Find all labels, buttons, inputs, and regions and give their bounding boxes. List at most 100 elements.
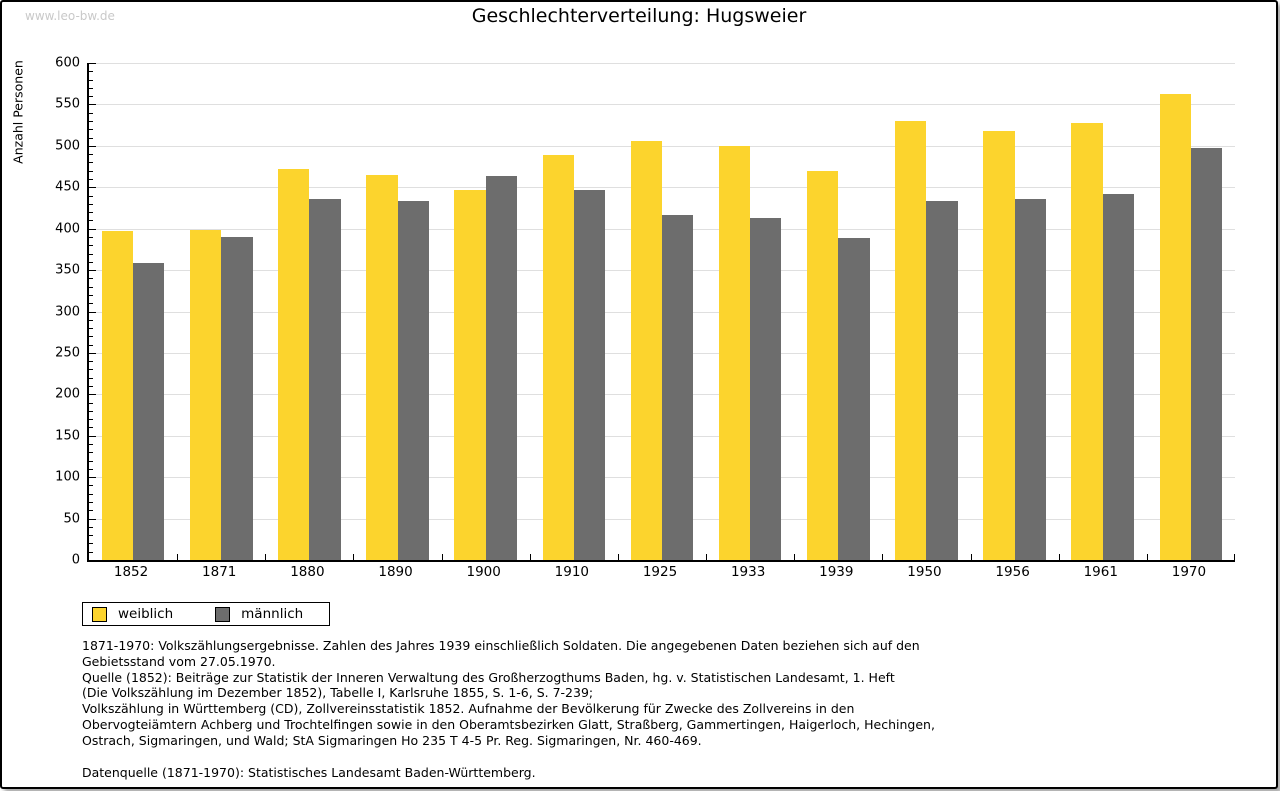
y-tick-label-50: 50 [63,511,80,527]
y-minor-tick-180 [89,410,93,412]
y-major-tick-400 [89,228,96,230]
bar-männlich-1890 [397,201,429,560]
y-tick-label-450: 450 [55,179,80,195]
y-minor-tick-140 [89,444,93,446]
legend-item-männlich: männlich [215,606,303,622]
y-minor-tick-320 [89,294,93,296]
y-minor-tick-410 [89,220,93,222]
footer-line-4: (Die Volkszählung im Dezember 1852), Tab… [82,685,594,701]
legend-item-weiblich: weiblich [92,606,173,622]
legend-swatch-männlich [215,606,231,622]
y-tick-label-400: 400 [55,221,80,237]
y-minor-tick-80 [89,493,93,495]
y-major-tick-250 [89,352,96,354]
x-tick-1 [177,554,179,560]
y-minor-tick-110 [89,468,93,470]
y-minor-tick-460 [89,178,93,180]
x-tick-5 [529,554,531,560]
y-tick-label-300: 300 [55,304,80,319]
y-minor-tick-530 [89,120,93,122]
y-tick-label-0: 0 [71,552,80,568]
y-tick-label-100: 100 [55,469,80,485]
legend: weiblich männlich [82,602,331,626]
bar-weiblich-1939 [807,170,839,560]
chart-title: Geschlechterverteilung: Hugsweier [471,5,807,27]
x-tick-label-1890: 1890 [378,564,413,580]
y-major-tick-600 [89,63,96,64]
y-minor-tick-280 [89,328,93,330]
y-tick-label-250: 250 [55,345,80,361]
x-tick-8 [794,554,796,560]
footer-line-6: Obervogteiämtern Achberg und Trochtelfin… [82,716,935,732]
y-major-tick-500 [89,145,96,147]
y-minor-tick-260 [89,344,93,346]
y-minor-tick-20 [89,543,93,545]
y-major-tick-300 [89,311,96,313]
y-major-tick-550 [89,104,96,106]
y-minor-tick-510 [89,137,93,139]
bar-männlich-1910 [573,189,606,560]
x-tick-label-1970: 1970 [1171,564,1207,580]
gridline-600 [89,63,1235,64]
y-minor-tick-190 [89,402,93,404]
y-minor-tick-90 [89,485,93,487]
gridline-500 [89,145,1235,147]
y-tick-label-500: 500 [55,138,80,154]
y-minor-tick-270 [89,336,93,338]
y-minor-tick-130 [89,452,93,454]
y-minor-tick-120 [89,460,93,462]
y-minor-tick-520 [89,129,93,131]
y-minor-tick-570 [89,87,93,89]
x-tick-label-1956: 1956 [995,564,1030,580]
bar-weiblich-1890 [366,174,398,560]
bar-männlich-1933 [750,217,782,560]
y-major-tick-150 [89,435,96,437]
y-minor-tick-40 [89,526,93,528]
y-tick-label-200: 200 [55,386,80,402]
y-tick-label-150: 150 [55,428,80,444]
x-tick-label-1939: 1939 [819,564,854,580]
y-axis-tick-labels: 0 50 100 150 200 250 300 350 400 450 500 550 600 [2,56,80,568]
y-major-tick-0 [89,560,96,561]
bar-weiblich-1933 [718,145,751,560]
y-minor-tick-370 [89,253,93,255]
y-minor-tick-490 [89,154,93,156]
y-major-tick-350 [89,270,96,272]
y-minor-tick-30 [89,535,93,537]
x-tick-13 [1234,554,1235,560]
x-tick-label-1880: 1880 [290,564,325,580]
footer-line-3: Quelle (1852): Beiträge zur Statistik de… [82,669,895,685]
y-minor-tick-390 [89,236,93,238]
plot-area [87,63,1235,562]
x-tick-label-1925: 1925 [642,564,678,580]
gridline-550 [89,104,1235,106]
y-minor-tick-230 [89,369,93,371]
y-minor-tick-310 [89,303,93,305]
x-tick-label-1910: 1910 [554,564,590,580]
bar-weiblich-1852 [101,231,134,560]
y-major-tick-100 [89,477,96,479]
y-tick-label-600: 600 [55,55,80,71]
bar-weiblich-1961 [1071,123,1103,560]
y-minor-tick-440 [89,195,93,197]
y-major-tick-200 [89,394,96,396]
bar-weiblich-1950 [895,120,927,560]
bar-weiblich-1871 [189,230,222,560]
footer-line-1: 1871-1970: Volkszählungsergebnisse. Zahl… [82,638,920,653]
bar-männlich-1956 [1014,198,1046,560]
x-tick-7 [706,554,708,560]
x-tick-label-1871: 1871 [202,564,237,580]
x-tick-label-1933: 1933 [730,564,766,580]
bar-weiblich-1970 [1159,93,1191,560]
bar-männlich-1880 [309,198,341,560]
y-minor-tick-590 [89,71,93,73]
y-tick-label-350: 350 [55,262,80,278]
x-tick-12 [1146,554,1148,560]
y-minor-tick-430 [89,203,93,205]
footer-datasource: Datenquelle (1871-1970): Statistisches L… [82,764,536,780]
y-minor-tick-360 [89,261,93,263]
x-tick-label-1950: 1950 [907,564,942,580]
bar-männlich-1925 [662,215,694,560]
bar-männlich-1950 [926,201,958,560]
